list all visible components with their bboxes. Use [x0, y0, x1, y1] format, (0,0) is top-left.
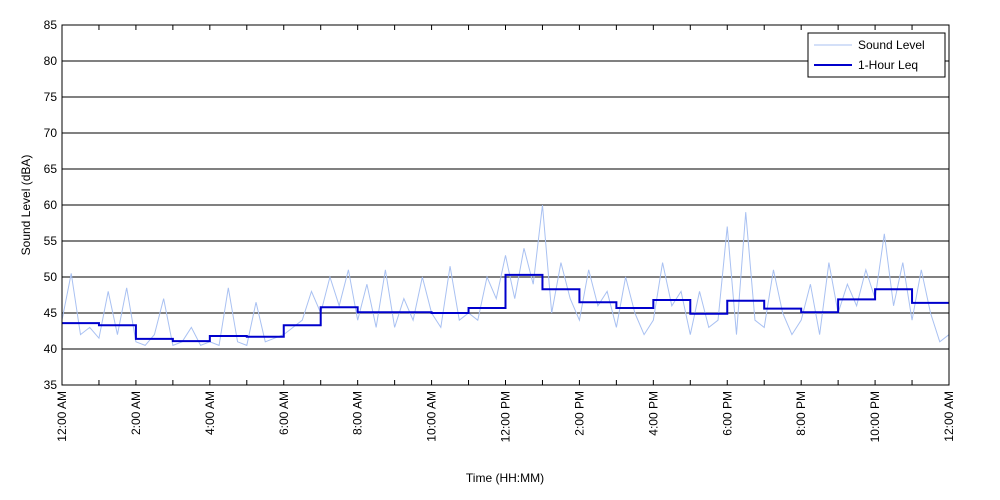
y-tick-label: 45 — [44, 306, 58, 320]
y-tick-label: 35 — [44, 378, 58, 392]
y-tick-label: 65 — [44, 162, 58, 176]
legend-label: 1-Hour Leq — [858, 58, 918, 72]
x-tick-label: 2:00 AM — [129, 391, 143, 435]
step-line — [62, 273, 949, 343]
legend-box — [807, 32, 946, 78]
legend-label: Sound Level — [858, 38, 925, 52]
y-tick-label: 75 — [44, 90, 58, 104]
y-tick-label: 40 — [44, 342, 58, 356]
y-tick-label: 80 — [44, 54, 58, 68]
x-tick-label: 12:00 AM — [55, 391, 69, 442]
x-tick-label: 8:00 PM — [794, 391, 808, 436]
y-tick-label: 55 — [44, 234, 58, 248]
x-tick-label: 4:00 PM — [646, 391, 660, 436]
x-tick-label: 10:00 AM — [425, 391, 439, 442]
x-tick-label: 12:00 PM — [499, 391, 513, 442]
y-tick-label: 70 — [44, 126, 58, 140]
x-tick-label: 12:00 AM — [942, 391, 956, 442]
x-tick-label: 10:00 PM — [868, 391, 882, 442]
plot-frame — [61, 24, 950, 386]
x-axis-label: Time (HH:MM) — [466, 471, 544, 485]
y-axis-label: Sound Level (dBA) — [19, 155, 33, 256]
y-tick-label: 60 — [44, 198, 58, 212]
y-tick-label: 50 — [44, 270, 58, 284]
x-tick-label: 6:00 PM — [720, 391, 734, 436]
x-tick-label: 4:00 AM — [203, 391, 217, 435]
y-tick-label: 85 — [44, 18, 58, 32]
x-tick-label: 8:00 AM — [351, 391, 365, 435]
x-tick-label: 2:00 PM — [572, 391, 586, 436]
x-tick-label: 6:00 AM — [277, 391, 291, 435]
